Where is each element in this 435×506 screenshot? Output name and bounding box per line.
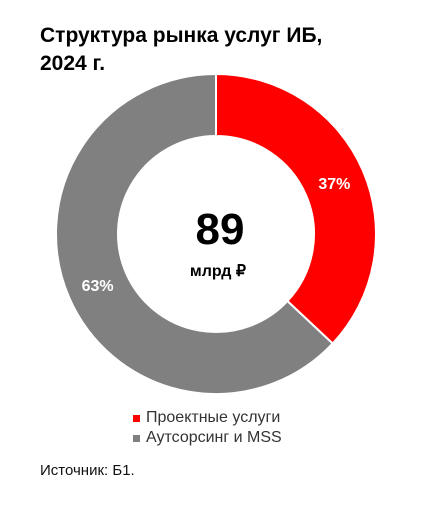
center-total-unit: млрд ₽ <box>190 263 246 280</box>
legend-item-outsourcing-mss: Аутсорсинг и MSS <box>133 428 282 448</box>
legend-swatch-project-services <box>133 414 140 422</box>
chart-legend: Проектные услуги Аутсорсинг и MSS <box>133 408 282 448</box>
legend-swatch-outsourcing-mss <box>133 434 140 442</box>
chart-title-line-1: Структура рынка услуг ИБ, <box>40 24 323 47</box>
source-note: Источник: Б1. <box>40 462 135 479</box>
slice-label-outsourcing-mss: 63% <box>82 278 114 295</box>
slice-labels: 37% 63% <box>82 176 351 295</box>
legend-label-outsourcing-mss: Аутсорсинг и MSS <box>146 429 282 446</box>
slice-label-project-services: 37% <box>318 176 350 193</box>
donut-slice-project-services <box>215 72 377 345</box>
donut-slices <box>55 72 377 395</box>
donut-slice-outsourcing-mss <box>55 72 335 395</box>
center-total-value: 89 <box>196 205 245 254</box>
chart-title: Структура рынка услуг ИБ, 2024 г. <box>40 22 420 78</box>
legend-item-project-services: Проектные услуги <box>133 408 282 428</box>
legend-label-project-services: Проектные услуги <box>146 409 281 426</box>
chart-title-line-2: 2024 г. <box>40 52 106 75</box>
